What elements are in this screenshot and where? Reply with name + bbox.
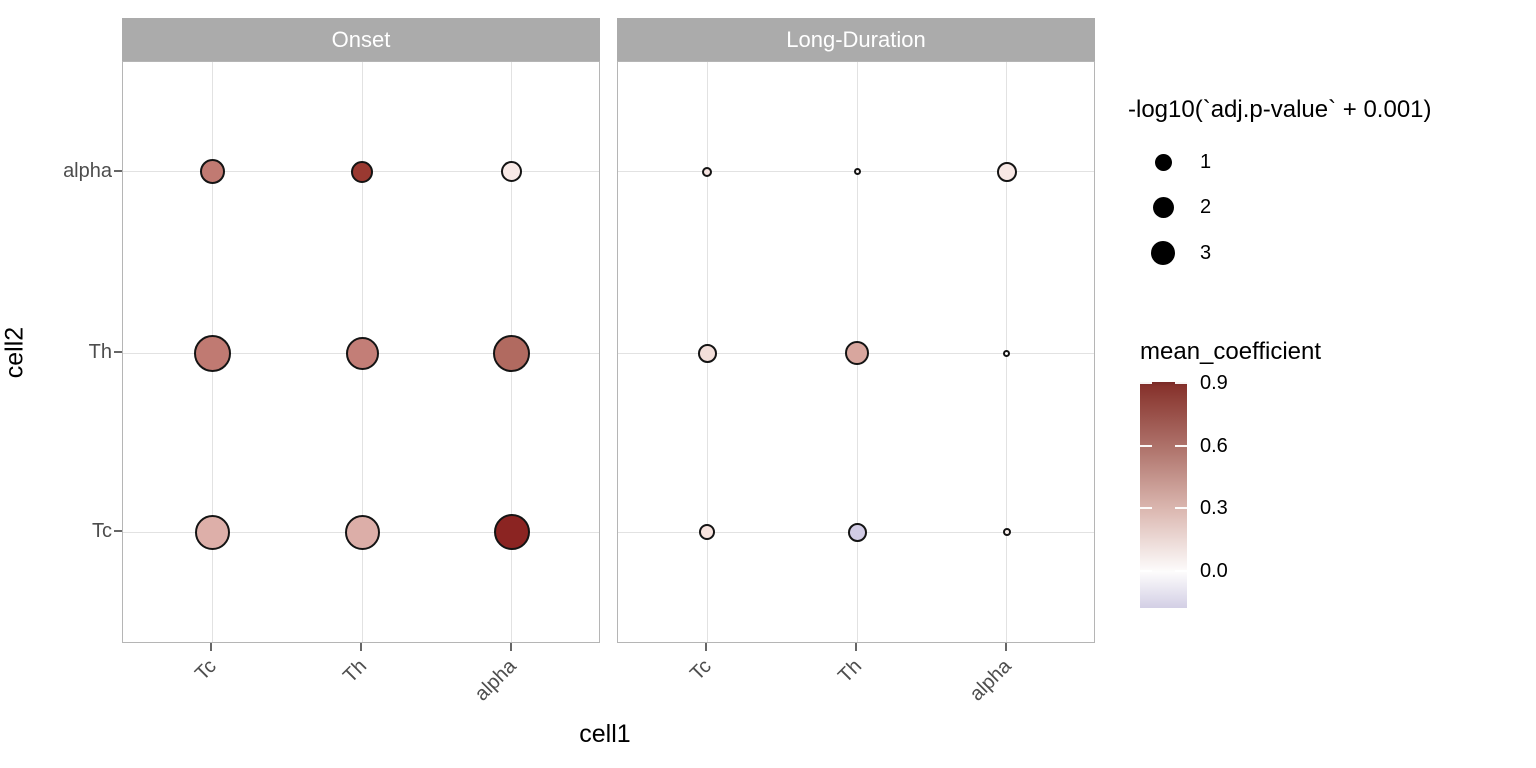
color-legend-title: mean_coefficient (1140, 338, 1322, 365)
size-key-circle-2 (1152, 196, 1174, 218)
colorbar-tick-right (1175, 382, 1187, 385)
facet-strip-label: Onset (331, 26, 391, 52)
y-axis-tick (114, 530, 122, 533)
x-axis-tick (1004, 643, 1007, 651)
y-axis-tick (114, 351, 122, 353)
x-tick-label-Tc: Tc (191, 655, 221, 685)
colorbar-tick-left (1140, 382, 1152, 385)
size-key-circle-3 (1151, 241, 1175, 265)
colorbar-tick-left (1140, 444, 1152, 447)
data-bubble-long-duration-alpha-Th (1003, 349, 1011, 357)
data-bubble-long-duration-Tc-Th (697, 343, 717, 363)
data-bubble-onset-Th-alpha (351, 160, 373, 183)
y-axis-title: cell2 (0, 326, 29, 379)
colorbar-tick-left (1140, 507, 1152, 510)
y-axis-tick (114, 169, 122, 172)
size-key-label-2: 2 (1200, 196, 1212, 218)
plot-panel-long-duration (617, 61, 1095, 643)
size-key-label-1: 1 (1200, 151, 1212, 173)
data-bubble-onset-alpha-Th (493, 334, 531, 372)
colorbar-label-0.3: 0.3 (1200, 497, 1228, 520)
colorbar-label-0.6: 0.6 (1200, 434, 1228, 457)
colorbar-label-0.9: 0.9 (1200, 372, 1228, 395)
data-bubble-long-duration-alpha-Tc (1002, 528, 1011, 537)
x-axis-tick (855, 643, 857, 651)
data-bubble-long-duration-Th-alpha (853, 168, 861, 176)
data-bubble-onset-Tc-alpha (199, 159, 225, 185)
colorbar-gradient (1140, 382, 1187, 608)
data-bubble-onset-Tc-Tc (194, 514, 230, 550)
data-bubble-onset-alpha-Tc (493, 514, 530, 551)
x-tick-label-Th: Th (833, 655, 866, 688)
colorbar-tick-right (1175, 569, 1187, 572)
colorbar-label-0.0: 0.0 (1200, 559, 1228, 582)
plot-panel-onset (122, 61, 600, 643)
size-key-circle-1 (1154, 153, 1172, 171)
data-bubble-onset-Th-Tc (344, 514, 380, 550)
x-axis-title: cell1 (579, 720, 631, 748)
data-bubble-long-duration-Tc-Tc (699, 524, 716, 541)
data-bubble-long-duration-alpha-alpha (996, 161, 1017, 182)
data-bubble-onset-Th-Th (345, 336, 379, 370)
x-tick-label-alpha: alpha (470, 655, 521, 706)
x-tick-label-alpha: alpha (965, 655, 1016, 706)
colorbar-tick-right (1175, 507, 1187, 510)
facet-strip-long-duration: Long-Duration (617, 18, 1095, 61)
x-tick-label-Th: Th (338, 655, 371, 688)
data-bubble-onset-Tc-Th (193, 334, 231, 372)
x-axis-tick (210, 643, 213, 651)
x-axis-tick (360, 643, 362, 651)
colorbar-tick-right (1175, 444, 1187, 447)
x-tick-label-Tc: Tc (686, 655, 716, 685)
size-legend-title: -log10(`adj.p-value` + 0.001) (1128, 96, 1432, 123)
size-key-label-3: 3 (1200, 242, 1212, 264)
y-tick-label-Tc: Tc (92, 520, 112, 543)
x-axis-tick (509, 643, 512, 651)
facet-strip-onset: Onset (122, 18, 600, 61)
data-bubble-long-duration-Th-Th (845, 341, 869, 365)
y-tick-label-alpha: alpha (63, 159, 112, 182)
x-axis-tick (705, 643, 708, 651)
data-bubble-long-duration-Tc-alpha (702, 166, 713, 177)
y-tick-label-Th: Th (88, 341, 112, 363)
colorbar-tick-left (1140, 569, 1152, 572)
facet-strip-label: Long-Duration (786, 26, 926, 52)
data-bubble-long-duration-Th-Tc (847, 522, 867, 542)
data-bubble-onset-alpha-alpha (501, 161, 523, 183)
